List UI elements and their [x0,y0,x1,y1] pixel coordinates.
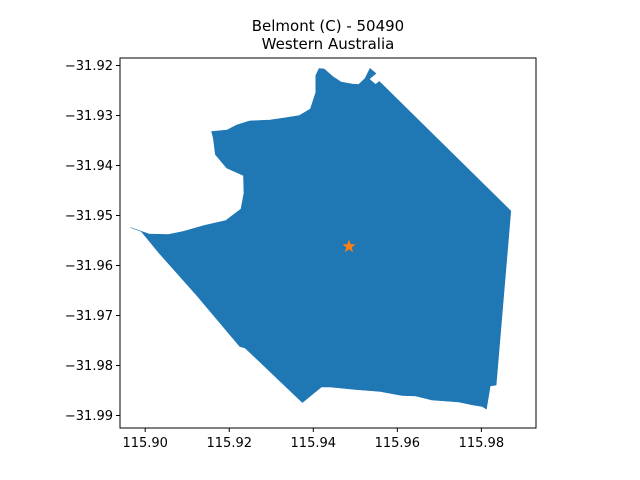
x-axis: 115.90 115.92 115.94 115.96 115.98 [122,428,504,451]
y-tick-label: −31.96 [65,259,113,274]
axes-frame [119,57,537,429]
x-tick-label: 115.94 [291,436,337,451]
y-tick-label: −31.98 [65,359,113,374]
x-tick-label: 115.92 [207,436,253,451]
y-tick-label: −31.99 [65,409,113,424]
region-polygon [130,68,512,410]
y-tick-label: −31.92 [65,59,113,74]
x-tick-label: 115.98 [459,436,505,451]
map-title-line-1: Belmont (C) - 50490 [252,17,404,35]
x-tick-label: 115.96 [375,436,421,451]
map-title-line-2: Western Australia [262,35,395,53]
y-axis: −31.92 −31.93 −31.94 −31.95 −31.96 −31.97 −31.… [65,59,120,424]
y-tick-label: −31.97 [65,309,113,324]
x-tick-label: 115.90 [122,436,168,451]
y-tick-label: −31.95 [65,209,113,224]
plot-area [130,68,512,410]
y-tick-label: −31.93 [65,109,113,124]
centroid-star-marker [342,239,356,253]
y-tick-label: −31.94 [65,159,113,174]
